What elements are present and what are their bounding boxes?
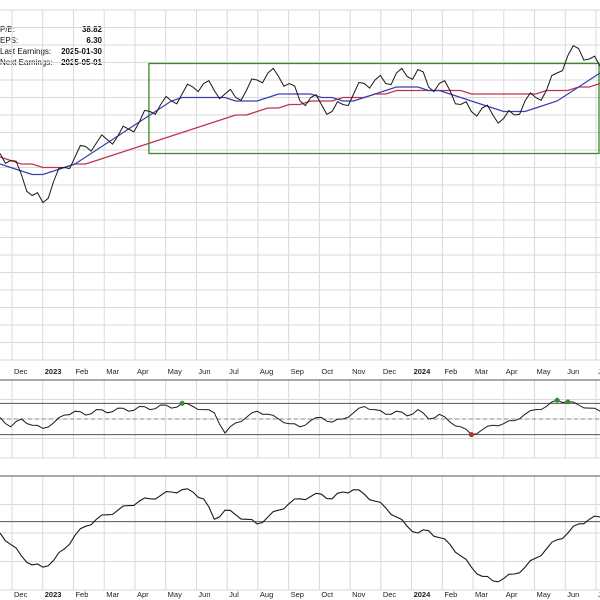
- x-tick-label: Aug: [260, 367, 273, 376]
- eps-value: 6.30: [86, 36, 102, 45]
- x-tick-label: Jul: [598, 590, 600, 599]
- pe-value: 38.82: [81, 25, 102, 34]
- x-tick-label: Feb: [75, 367, 88, 376]
- rsi-line: [0, 399, 600, 436]
- last-earnings-value: 2025-01-30: [61, 47, 102, 56]
- x-tick-label: Jun: [198, 367, 210, 376]
- x-tick-label: Mar: [106, 590, 119, 599]
- pe-label: P/E:: [0, 25, 16, 34]
- x-tick-label: Jul: [229, 590, 239, 599]
- rsi-overbought-marker: [565, 399, 571, 405]
- x-tick-label: 2023: [45, 590, 62, 599]
- x-tick-label: Feb: [444, 590, 457, 599]
- x-tick-label: Nov: [352, 367, 366, 376]
- ma-short-line: [0, 72, 600, 176]
- info-row-last-earnings: Last Earnings: 2025-01-30: [0, 46, 102, 57]
- x-tick-label: Jun: [198, 590, 210, 599]
- x-axis-labels: Dec 2023 Feb Mar Apr May Jun Jul Aug Sep Oct Nov Dec…: [14, 367, 600, 599]
- x-tick-label: Mar: [475, 367, 488, 376]
- x-tick-label: Jun: [567, 590, 579, 599]
- x-tick-label: Dec: [383, 367, 397, 376]
- x-tick-label: Apr: [137, 367, 149, 376]
- rsi-oversold-marker: [468, 432, 474, 438]
- momentum-line: [0, 488, 600, 583]
- x-tick-label: Apr: [137, 590, 149, 599]
- ma-long-line: [0, 82, 600, 169]
- x-tick-label: Jul: [598, 367, 600, 376]
- reference-lines: [0, 402, 600, 523]
- x-tick-label: May: [168, 590, 182, 599]
- x-tick-label: 2023: [45, 367, 62, 376]
- price-line: [0, 45, 600, 204]
- x-tick-label: Apr: [506, 590, 518, 599]
- x-tick-label: 2024: [414, 590, 432, 599]
- eps-label: EPS:: [0, 36, 19, 45]
- x-tick-label: Mar: [475, 590, 488, 599]
- x-tick-label: May: [168, 367, 182, 376]
- x-tick-label: Mar: [106, 367, 119, 376]
- x-tick-label: Oct: [321, 367, 334, 376]
- x-tick-label: 2024: [414, 367, 432, 376]
- x-tick-label: Dec: [14, 367, 28, 376]
- x-tick-label: Feb: [75, 590, 88, 599]
- x-tick-label: Nov: [352, 590, 366, 599]
- x-tick-label: Sep: [291, 590, 304, 599]
- rsi-overbought-marker: [554, 397, 560, 403]
- x-tick-label: Sep: [291, 367, 304, 376]
- x-tick-label: Jul: [229, 367, 239, 376]
- x-tick-label: Dec: [14, 590, 28, 599]
- x-tick-label: Feb: [444, 367, 457, 376]
- x-tick-label: Apr: [506, 367, 518, 376]
- x-tick-label: Aug: [260, 590, 273, 599]
- series-layer: [0, 45, 600, 583]
- x-tick-label: Oct: [321, 590, 334, 599]
- range-box-rect: [148, 62, 600, 155]
- x-tick-label: May: [537, 590, 551, 599]
- x-tick-label: Dec: [383, 590, 397, 599]
- last-earnings-label: Last Earnings:: [0, 47, 52, 56]
- rsi-overbought-marker: [179, 400, 185, 406]
- trading-range-box: [148, 62, 600, 155]
- x-tick-label: May: [537, 367, 551, 376]
- info-row-eps: EPS: 6.30: [0, 35, 102, 46]
- grid-layer: [0, 9, 600, 591]
- info-row-pe: P/E: 38.82: [0, 24, 102, 35]
- x-tick-label: Jun: [567, 367, 579, 376]
